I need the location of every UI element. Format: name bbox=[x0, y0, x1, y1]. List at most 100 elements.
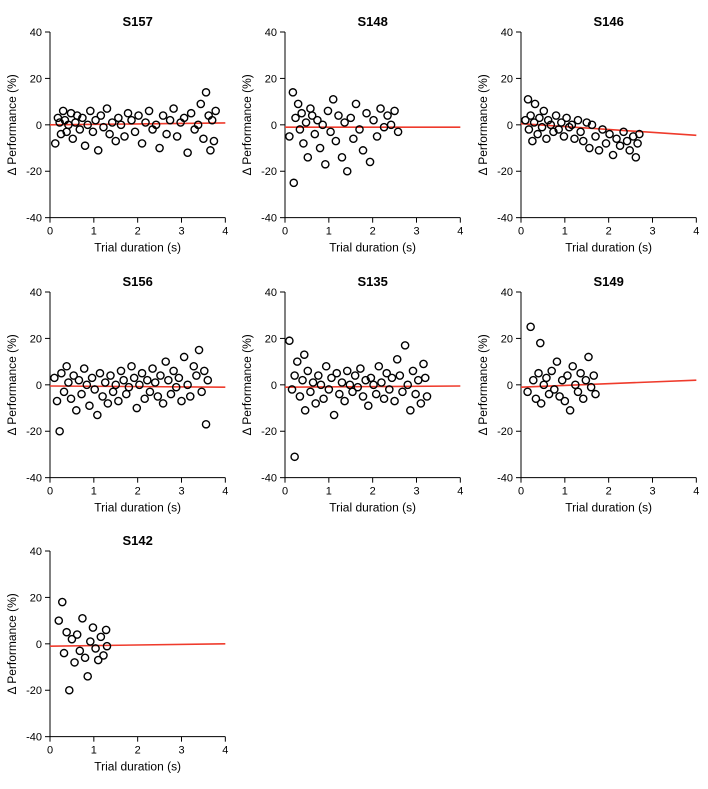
data-point bbox=[307, 388, 314, 395]
x-tick-label: 1 bbox=[326, 485, 332, 497]
y-tick-label: -40 bbox=[261, 213, 277, 225]
data-point bbox=[569, 362, 576, 369]
data-point bbox=[303, 119, 310, 126]
y-tick-label: 0 bbox=[36, 639, 42, 651]
x-tick-label: 3 bbox=[649, 485, 655, 497]
x-tick-label: 2 bbox=[135, 485, 141, 497]
data-point bbox=[528, 137, 535, 144]
data-point bbox=[166, 117, 173, 124]
data-point bbox=[291, 453, 298, 460]
data-point bbox=[152, 379, 159, 386]
y-tick-label: 40 bbox=[30, 27, 42, 39]
data-point bbox=[99, 392, 106, 399]
data-point bbox=[294, 358, 301, 365]
data-point bbox=[632, 154, 639, 161]
data-point bbox=[178, 397, 185, 404]
data-point bbox=[120, 376, 127, 383]
data-point bbox=[69, 135, 76, 142]
data-point bbox=[602, 140, 609, 147]
scatter-series bbox=[286, 89, 402, 187]
data-point bbox=[163, 131, 170, 138]
data-point bbox=[585, 144, 592, 151]
y-tick-label: 20 bbox=[30, 593, 42, 605]
data-point bbox=[344, 168, 351, 175]
data-point bbox=[170, 105, 177, 112]
data-point bbox=[146, 388, 153, 395]
data-point bbox=[60, 388, 67, 395]
scatter-series bbox=[524, 323, 599, 414]
data-point bbox=[135, 112, 142, 119]
data-point bbox=[535, 114, 542, 121]
data-point bbox=[317, 144, 324, 151]
data-point bbox=[626, 147, 633, 154]
data-point bbox=[424, 392, 431, 399]
x-tick-label: 1 bbox=[91, 226, 97, 238]
data-point bbox=[156, 144, 163, 151]
data-point bbox=[404, 381, 411, 388]
data-point bbox=[97, 112, 104, 119]
data-point bbox=[138, 140, 145, 147]
y-axis-label: Δ Performance (%) bbox=[240, 334, 254, 435]
data-point bbox=[571, 135, 578, 142]
data-point bbox=[51, 374, 58, 381]
data-point bbox=[347, 114, 354, 121]
data-point bbox=[54, 114, 61, 121]
data-point bbox=[357, 365, 364, 372]
data-point bbox=[394, 355, 401, 362]
data-point bbox=[138, 369, 145, 376]
data-point bbox=[331, 411, 338, 418]
data-point bbox=[585, 353, 592, 360]
data-point bbox=[187, 392, 194, 399]
data-point bbox=[123, 390, 130, 397]
data-point bbox=[103, 105, 110, 112]
panel-title: S146 bbox=[593, 14, 623, 29]
trend-line bbox=[50, 386, 225, 387]
y-tick-label: 20 bbox=[500, 333, 512, 345]
trend-line bbox=[50, 644, 225, 646]
data-point bbox=[344, 367, 351, 374]
data-point bbox=[107, 372, 114, 379]
data-point bbox=[422, 374, 429, 381]
data-point bbox=[286, 133, 293, 140]
y-tick-label: 40 bbox=[265, 287, 277, 299]
data-point bbox=[74, 631, 81, 638]
chart-grid: S15701234-40-2002040Trial duration (s)Δ … bbox=[0, 0, 708, 789]
data-point bbox=[94, 411, 101, 418]
data-point bbox=[297, 392, 304, 399]
data-point bbox=[307, 105, 314, 112]
chart-panel: S13501234-40-2002040Trial duration (s)Δ … bbox=[239, 270, 468, 520]
x-tick-label: 2 bbox=[135, 745, 141, 757]
x-tick-label: 2 bbox=[370, 226, 376, 238]
panel-title: S135 bbox=[358, 274, 388, 289]
chart-panel bbox=[475, 529, 704, 779]
data-point bbox=[63, 629, 70, 636]
data-point bbox=[86, 402, 93, 409]
data-point bbox=[577, 369, 584, 376]
x-tick-label: 3 bbox=[414, 485, 420, 497]
x-tick-label: 2 bbox=[370, 485, 376, 497]
data-point bbox=[201, 367, 208, 374]
y-tick-label: -20 bbox=[26, 686, 42, 698]
data-point bbox=[365, 402, 372, 409]
data-point bbox=[195, 346, 202, 353]
data-point bbox=[320, 395, 327, 402]
data-point bbox=[204, 376, 211, 383]
data-point bbox=[184, 149, 191, 156]
data-point bbox=[536, 339, 543, 346]
data-point bbox=[315, 372, 322, 379]
x-axis-label: Trial duration (s) bbox=[94, 760, 181, 774]
data-point bbox=[88, 374, 95, 381]
data-point bbox=[582, 376, 589, 383]
chart-panel: S14601234-40-2002040Trial duration (s)Δ … bbox=[475, 10, 704, 260]
data-point bbox=[112, 137, 119, 144]
x-tick-label: 0 bbox=[47, 485, 53, 497]
y-tick-label: -40 bbox=[497, 472, 513, 484]
x-tick-label: 0 bbox=[518, 485, 524, 497]
data-point bbox=[131, 128, 138, 135]
data-point bbox=[83, 381, 90, 388]
data-point bbox=[290, 179, 297, 186]
y-tick-label: -40 bbox=[261, 472, 277, 484]
data-point bbox=[106, 131, 113, 138]
data-point bbox=[574, 117, 581, 124]
data-point bbox=[300, 140, 307, 147]
